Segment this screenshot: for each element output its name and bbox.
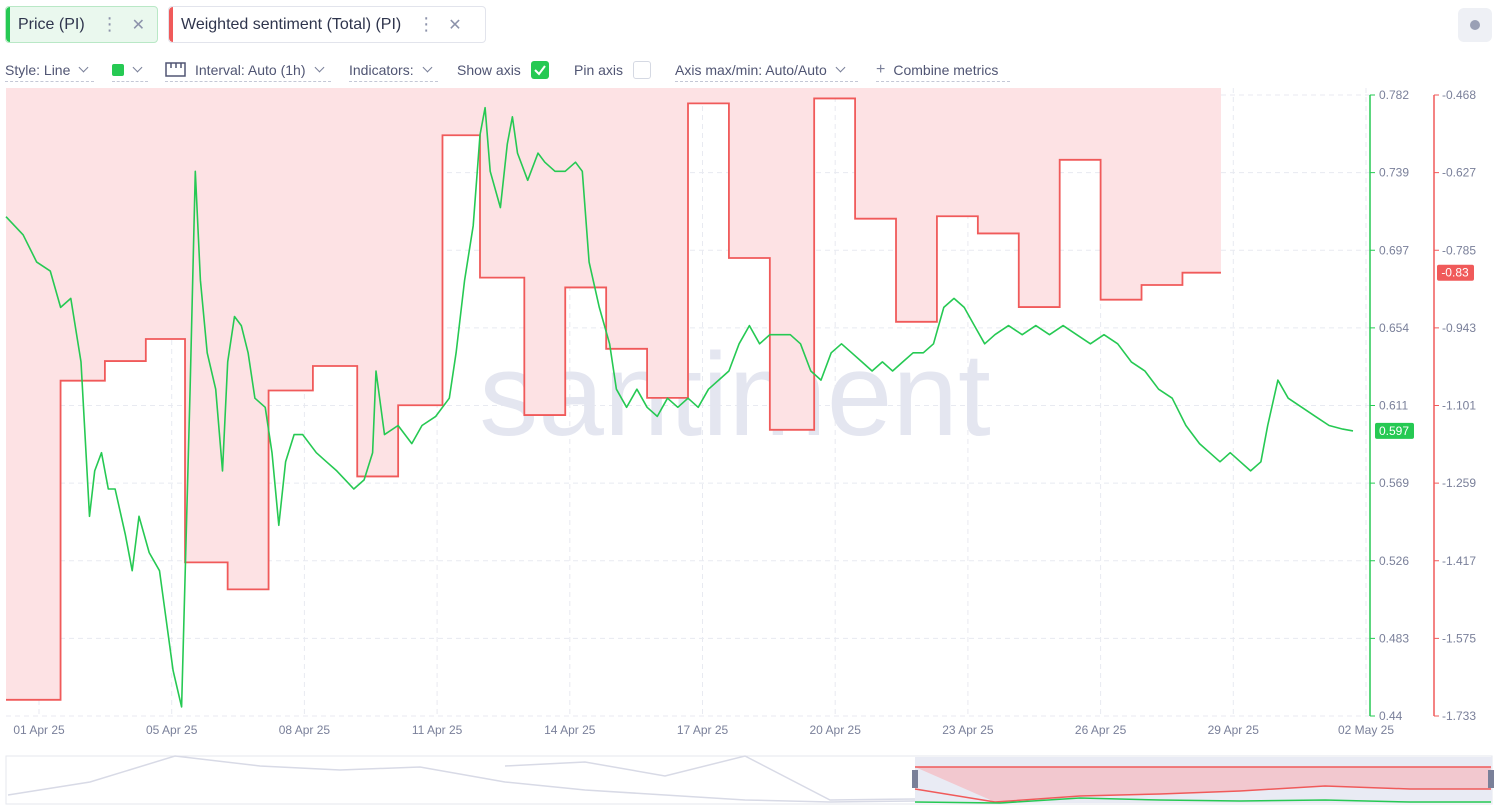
sentiment-tick-label: -1.733	[1442, 709, 1476, 723]
x-tick-label: 11 Apr 25	[412, 723, 463, 737]
axis-minmax-label: Axis max/min: Auto/Auto	[675, 61, 827, 78]
sentiment-area	[6, 88, 1221, 701]
navigator-left-handle[interactable]	[912, 770, 918, 788]
indicators-label: Indicators:	[349, 61, 414, 78]
price-axis-ticks: 0.782 0.739 0.697 0.654 0.611 0.569 0.526 0.483…	[1370, 88, 1414, 723]
last-sentiment-label: -0.83	[1441, 266, 1469, 280]
tab-sentiment-color	[169, 7, 173, 42]
x-tick-label: 20 Apr 25	[810, 723, 862, 737]
sentiment-tick-label: -1.575	[1442, 631, 1476, 645]
navigator-sentiment-line	[504, 755, 916, 801]
navigator-price-selected	[914, 797, 1491, 804]
combine-metrics-button[interactable]: + Combine metrics	[876, 58, 1010, 82]
pin-axis-checkbox[interactable]	[633, 61, 652, 79]
navigator-sentiment-fill	[915, 767, 1491, 802]
sentiment-axis-ticks: -0.468 -0.627 -0.785 -0.943 -1.101 -1.259 -1.4…	[1434, 88, 1476, 723]
last-sentiment-badge	[1437, 264, 1474, 281]
sentiment-tick-label: -0.785	[1442, 243, 1476, 257]
price-tick-label: 0.739	[1379, 166, 1409, 180]
tab-price-label: Price (PI)	[18, 15, 85, 33]
show-axis-label: Show axis	[457, 62, 521, 78]
x-tick-label: 05 Apr 25	[146, 723, 198, 737]
x-tick-label: 08 Apr 25	[279, 723, 331, 737]
close-icon[interactable]: ✕	[448, 16, 462, 34]
price-tick-label: 0.44	[1379, 709, 1403, 723]
price-tick-label: 0.697	[1379, 243, 1409, 257]
interval-icon	[165, 61, 186, 77]
show-axis-toggle[interactable]: Show axis	[457, 58, 554, 82]
price-line-path	[5, 106, 1354, 708]
combine-metrics-label: Combine metrics	[893, 61, 999, 78]
interval-label: Interval: Auto (1h)	[195, 61, 306, 78]
navigator-right-handle[interactable]	[1488, 770, 1494, 788]
price-tick-label: 0.526	[1379, 554, 1409, 568]
color-select[interactable]	[112, 58, 148, 82]
x-tick-label: 17 Apr 25	[677, 723, 729, 737]
close-icon[interactable]: ✕	[131, 16, 146, 34]
last-price-badge	[1375, 422, 1414, 439]
sentiment-area-fill	[6, 88, 1221, 700]
x-tick-label: 26 Apr 25	[1075, 723, 1127, 737]
price-line	[5, 106, 1354, 708]
plus-icon: +	[876, 60, 886, 78]
show-axis-checkbox[interactable]	[530, 61, 549, 79]
price-tick-label: 0.483	[1379, 631, 1409, 645]
x-tick-label: 29 Apr 25	[1208, 723, 1260, 737]
x-tick-label: 02 May 25	[1338, 723, 1394, 737]
last-price-label: 0.597	[1379, 424, 1409, 438]
price-tick-label: 0.611	[1379, 399, 1408, 413]
x-axis-ticks: 01 Apr 25 05 Apr 25 08 Apr 25 11 Apr 25 14 A…	[13, 723, 1394, 737]
x-tick-label: 01 Apr 25	[13, 723, 65, 737]
interval-select[interactable]: Interval: Auto (1h)	[165, 58, 331, 82]
more-options-icon[interactable]: ⋮	[417, 14, 435, 34]
more-options-icon[interactable]: ⋮	[100, 14, 119, 34]
sentiment-line	[6, 97, 1221, 701]
navigator-sentiment-selected	[914, 785, 1491, 803]
axis-minmax-select[interactable]: Axis max/min: Auto/Auto	[675, 58, 858, 82]
pin-axis-label: Pin axis	[574, 62, 624, 78]
pin-axis-toggle[interactable]: Pin axis	[574, 58, 656, 82]
check-icon	[534, 65, 546, 76]
record-button[interactable]	[1458, 8, 1492, 42]
sentiment-tick-label: -1.101	[1442, 399, 1476, 413]
tab-sentiment-label: Weighted sentiment (Total) (PI)	[181, 15, 402, 33]
tab-sentiment[interactable]: Weighted sentiment (Total) (PI) ⋮ ✕	[168, 6, 486, 43]
sentiment-tick-label: -0.627	[1442, 166, 1476, 180]
indicators-select[interactable]: Indicators:	[349, 58, 438, 82]
x-tick-label: 14 Apr 25	[544, 723, 596, 737]
record-icon	[1470, 20, 1480, 30]
tab-price-color	[6, 7, 10, 42]
x-tick-label: 23 Apr 25	[942, 723, 994, 737]
range-navigator[interactable]	[5, 755, 1494, 805]
sentiment-tick-label: -1.417	[1442, 554, 1476, 568]
price-tick-label: 0.654	[1379, 321, 1409, 335]
tab-price[interactable]: Price (PI) ⋮ ✕	[5, 6, 158, 43]
style-label: Style: Line	[5, 61, 71, 78]
price-tick-label: 0.569	[1379, 476, 1409, 490]
color-swatch	[112, 63, 124, 76]
sentiment-tick-label: -0.943	[1442, 321, 1476, 335]
style-select[interactable]: Style: Line	[5, 58, 94, 82]
sentiment-tick-label: -0.468	[1442, 88, 1476, 102]
sentiment-tick-label: -1.259	[1442, 476, 1476, 490]
navigator-price-line	[7, 755, 916, 803]
price-tick-label: 0.782	[1379, 88, 1409, 102]
